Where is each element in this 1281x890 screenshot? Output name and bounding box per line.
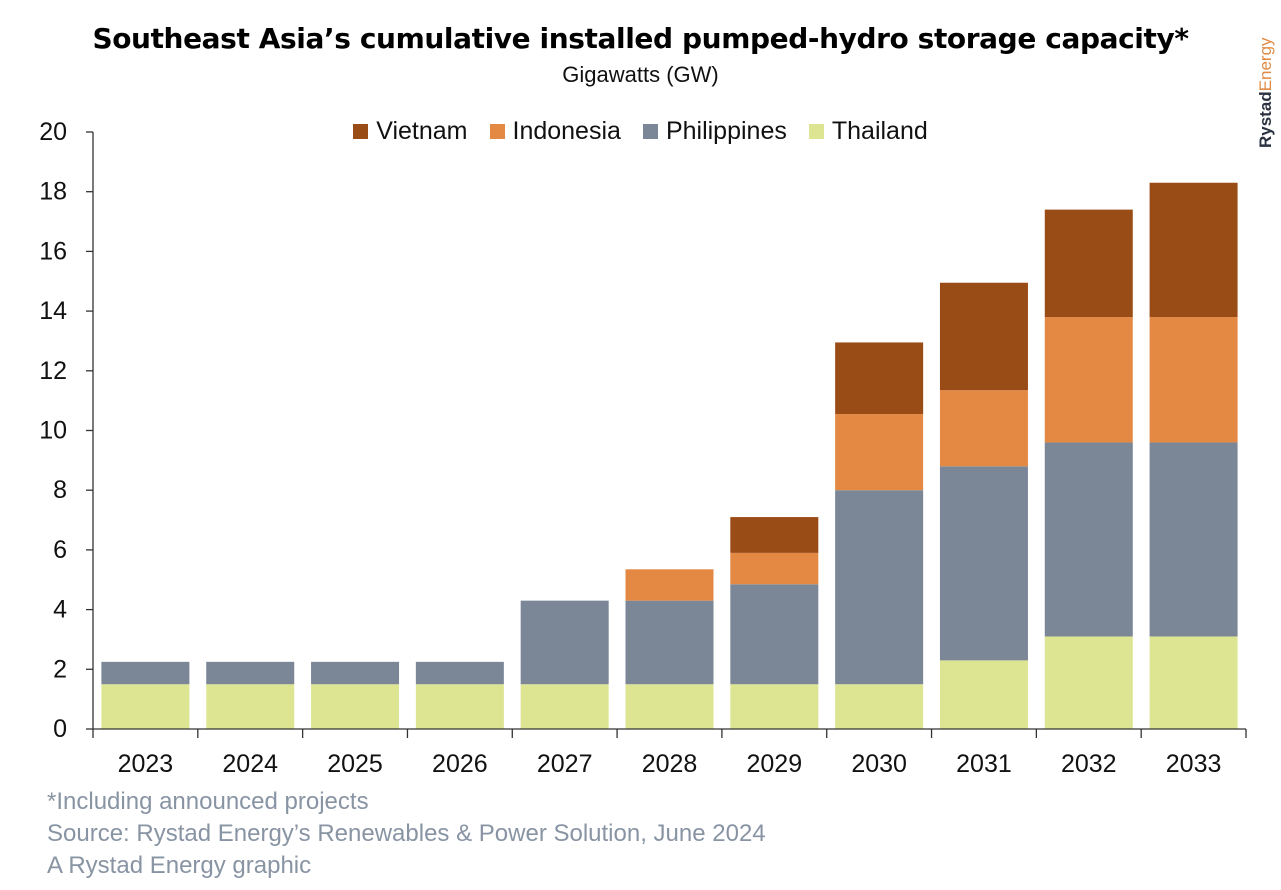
bar-philippines-2030 xyxy=(835,490,924,685)
footnote-source: Source: Rystad Energy’s Renewables & Pow… xyxy=(47,820,766,847)
bar-thailand-2029 xyxy=(730,684,819,729)
x-tick-label-2028: 2028 xyxy=(642,750,698,778)
x-tick-label-2029: 2029 xyxy=(747,750,803,778)
x-tick-label-2032: 2032 xyxy=(1061,750,1117,778)
x-tick-label-2031: 2031 xyxy=(956,750,1012,778)
y-tick-label-0: 0 xyxy=(53,715,67,743)
brand-logo-part1: Rystad xyxy=(1256,91,1275,148)
bar-thailand-2031 xyxy=(939,660,1028,729)
legend-swatch-thailand xyxy=(808,124,824,139)
y-tick-label-16: 16 xyxy=(39,237,67,265)
bar-thailand-2032 xyxy=(1044,636,1133,729)
bar-philippines-2028 xyxy=(625,600,714,685)
bar-indonesia-2033 xyxy=(1149,317,1238,443)
x-tick-label-2024: 2024 xyxy=(222,750,278,778)
bar-philippines-2025 xyxy=(311,661,400,685)
bar-philippines-2029 xyxy=(730,584,819,685)
footnote-note: *Including announced projects xyxy=(47,788,369,815)
y-tick-label-2: 2 xyxy=(53,655,67,683)
bar-thailand-2025 xyxy=(311,684,400,729)
bar-vietnam-2029 xyxy=(730,517,819,553)
y-tick-label-18: 18 xyxy=(39,178,67,206)
legend-swatch-indonesia xyxy=(489,124,505,139)
bar-indonesia-2031 xyxy=(939,390,1028,467)
bar-indonesia-2032 xyxy=(1044,317,1133,443)
legend-item-philippines: Philippines xyxy=(642,117,787,146)
bar-indonesia-2030 xyxy=(835,414,924,491)
legend-label-thailand: Thailand xyxy=(831,117,928,145)
y-tick-label-8: 8 xyxy=(53,476,67,504)
bar-thailand-2030 xyxy=(835,684,924,729)
y-tick-label-12: 12 xyxy=(39,357,67,385)
legend-label-vietnam: Vietnam xyxy=(376,117,468,145)
bar-thailand-2028 xyxy=(625,684,714,729)
bar-vietnam-2032 xyxy=(1044,209,1133,318)
footnotes: *Including announced projects Source: Ry… xyxy=(47,786,766,882)
brand-logo: RystadEnergy xyxy=(1253,24,1277,154)
bar-indonesia-2028 xyxy=(625,569,714,601)
bar-thailand-2033 xyxy=(1149,636,1238,729)
bar-philippines-2031 xyxy=(939,466,1028,661)
legend-swatch-vietnam xyxy=(353,124,369,139)
legend-item-thailand: Thailand xyxy=(808,117,928,146)
chart-subtitle: Gigawatts (GW) xyxy=(562,62,719,87)
bar-thailand-2026 xyxy=(415,684,504,729)
legend-label-philippines: Philippines xyxy=(665,117,787,145)
bar-indonesia-2029 xyxy=(730,552,819,585)
legend-item-indonesia: Indonesia xyxy=(489,117,621,146)
y-tick-label-14: 14 xyxy=(39,297,67,325)
legend-label-indonesia: Indonesia xyxy=(512,117,621,145)
brand-logo-part2: Energy xyxy=(1256,37,1275,91)
bar-thailand-2023 xyxy=(101,684,190,729)
bar-thailand-2027 xyxy=(520,684,609,729)
x-tick-label-2027: 2027 xyxy=(537,750,593,778)
legend-swatch-philippines xyxy=(642,124,658,139)
bar-vietnam-2030 xyxy=(835,342,924,415)
x-tick-label-2026: 2026 xyxy=(432,750,488,778)
x-tick-label-2025: 2025 xyxy=(327,750,383,778)
bar-philippines-2026 xyxy=(415,661,504,685)
svg-text:RystadEnergy: RystadEnergy xyxy=(1256,37,1275,148)
bar-vietnam-2033 xyxy=(1149,182,1238,318)
x-tick-label-2023: 2023 xyxy=(118,750,174,778)
x-tick-label-2033: 2033 xyxy=(1166,750,1222,778)
bar-philippines-2024 xyxy=(206,661,295,685)
bar-vietnam-2031 xyxy=(939,282,1028,391)
chart-legend: Vietnam Indonesia Philippines Thailand xyxy=(0,117,1281,146)
chart-title: Southeast Asia’s cumulative installed pu… xyxy=(92,22,1189,55)
legend-item-vietnam: Vietnam xyxy=(353,117,468,146)
footnote-credit: A Rystad Energy graphic xyxy=(47,852,312,879)
bar-philippines-2023 xyxy=(101,661,190,685)
y-tick-label-10: 10 xyxy=(39,417,67,445)
y-tick-label-4: 4 xyxy=(53,596,67,624)
bar-thailand-2024 xyxy=(206,684,295,729)
y-tick-label-6: 6 xyxy=(53,536,67,564)
bar-philippines-2027 xyxy=(520,600,609,685)
x-tick-label-2030: 2030 xyxy=(851,750,907,778)
bar-philippines-2032 xyxy=(1044,442,1133,637)
bar-philippines-2033 xyxy=(1149,442,1238,637)
y-tick-label-20: 20 xyxy=(39,118,67,146)
